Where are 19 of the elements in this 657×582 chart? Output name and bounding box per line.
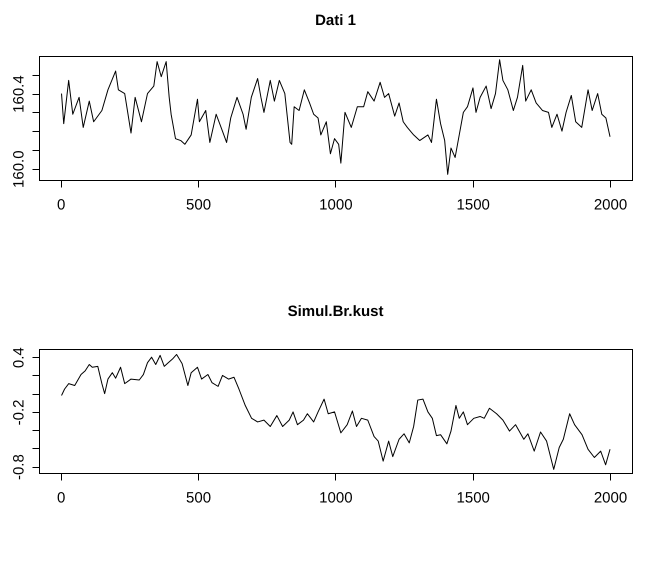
chart-title: Simul.Br.kust (288, 302, 384, 320)
x-tick-label: 0 (57, 490, 66, 506)
x-tick-label: 1500 (456, 490, 490, 506)
x-tick-label: 2000 (594, 490, 628, 506)
y-tick-label: 160.4 (10, 75, 28, 113)
x-tick-label: 0 (57, 196, 66, 214)
line-series (61, 354, 611, 470)
x-tick-label: 1000 (319, 196, 353, 214)
y-tick-label: -0.8 (10, 454, 28, 480)
chart-title: Dati 1 (315, 12, 356, 29)
y-tick-label: -0.2 (10, 399, 28, 426)
y-tick-label: 0.4 (10, 347, 28, 368)
line-series (61, 59, 611, 175)
y-tick-label: 160.0 (10, 150, 28, 188)
x-tick-label: 1000 (319, 490, 353, 506)
x-tick-label: 500 (186, 196, 212, 214)
x-tick-label: 500 (186, 490, 212, 506)
x-tick-label: 1500 (456, 196, 490, 214)
x-tick-label: 2000 (594, 196, 628, 214)
